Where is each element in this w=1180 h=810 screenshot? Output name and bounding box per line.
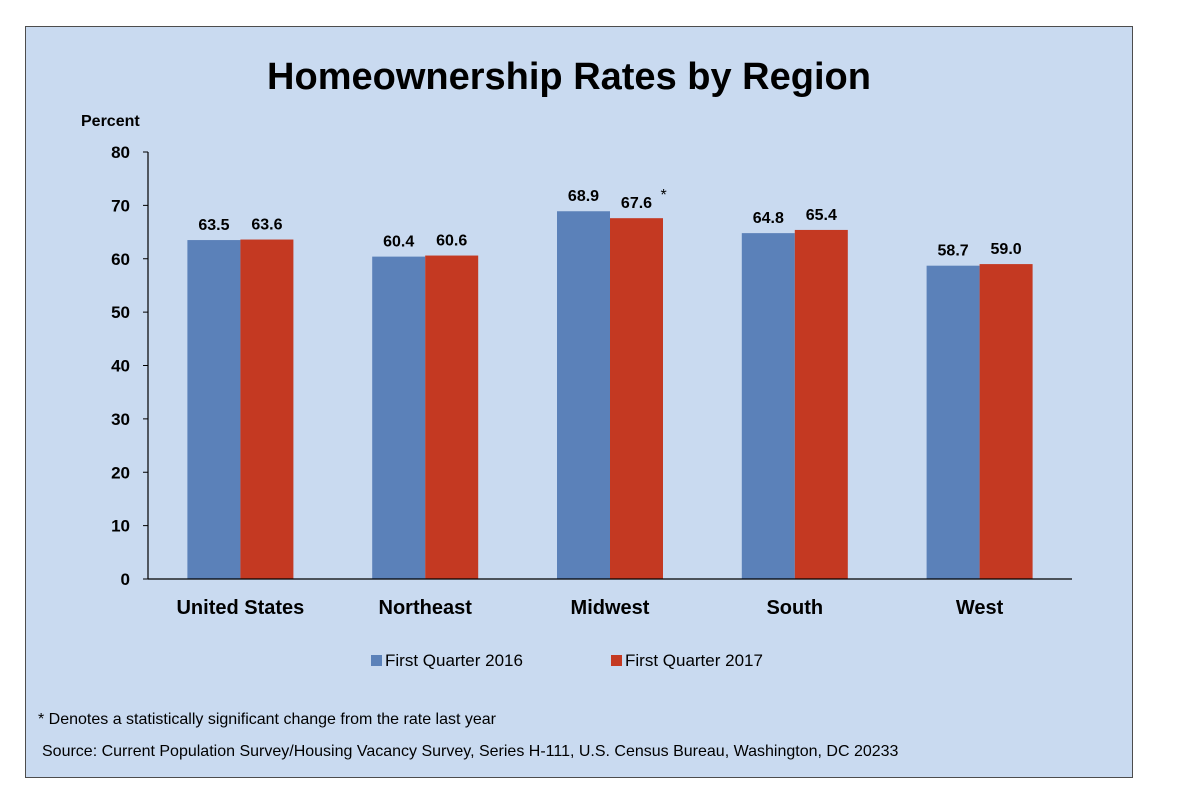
x-category-label: Northeast <box>379 597 473 619</box>
y-axis-label: Percent <box>81 113 140 130</box>
y-axis-ticks: 0 10 20 30 40 50 60 70 80 <box>111 143 148 589</box>
bar <box>926 265 980 579</box>
bar <box>425 255 479 580</box>
data-label: 68.9 <box>568 188 599 205</box>
bar <box>372 256 426 579</box>
y-tick-label: 10 <box>111 517 130 536</box>
y-tick-label: 0 <box>121 570 130 589</box>
data-label: 67.6 <box>621 195 652 212</box>
chart-title: Homeownership Rates by Region <box>267 56 871 98</box>
bar <box>240 239 294 579</box>
x-axis-categories: United States Northeast Midwest South West <box>176 597 1003 619</box>
bars <box>187 211 1033 580</box>
x-category-label: Midwest <box>571 597 650 619</box>
bar <box>187 240 241 579</box>
bar <box>741 233 795 579</box>
bar <box>794 229 848 580</box>
y-tick-label: 40 <box>111 357 130 376</box>
y-tick-label: 70 <box>111 196 130 215</box>
x-category-label: United States <box>176 597 304 619</box>
x-category-label: West <box>956 597 1004 619</box>
data-label: 65.4 <box>806 207 837 224</box>
significance-marker: * <box>661 187 667 204</box>
footnote: * Denotes a statistically significant ch… <box>38 711 497 728</box>
y-tick-label: 60 <box>111 250 130 269</box>
chart-frame: Homeownership Rates by Region Percent 0 1… <box>25 26 1133 778</box>
y-tick-label: 80 <box>111 143 130 162</box>
source-note: Source: Current Population Survey/Housin… <box>42 743 899 760</box>
legend-swatch <box>371 655 382 666</box>
data-label: 59.0 <box>991 241 1022 258</box>
y-tick-label: 30 <box>111 410 130 429</box>
legend-label: First Quarter 2017 <box>625 651 763 670</box>
data-label: 63.6 <box>251 217 282 234</box>
chart-svg: Homeownership Rates by Region Percent 0 1… <box>38 56 1072 760</box>
bar <box>610 218 663 579</box>
data-label: 60.6 <box>436 233 467 250</box>
data-label: 58.7 <box>938 243 969 260</box>
data-label: 60.4 <box>383 234 414 251</box>
legend-label: First Quarter 2016 <box>385 651 523 670</box>
data-labels: 63.5 63.6 60.4 60.6 68.9 67.6 * 64.8 65.4 58.7 59.… <box>198 187 1021 260</box>
bar <box>557 211 610 579</box>
data-label: 64.8 <box>753 210 784 227</box>
legend-swatch <box>611 655 622 666</box>
x-category-label: South <box>766 597 823 619</box>
bar <box>979 264 1033 579</box>
legend: First Quarter 2016 First Quarter 2017 <box>371 651 763 670</box>
data-label: 63.5 <box>198 217 229 234</box>
y-tick-label: 50 <box>111 303 130 322</box>
y-tick-label: 20 <box>111 463 130 482</box>
